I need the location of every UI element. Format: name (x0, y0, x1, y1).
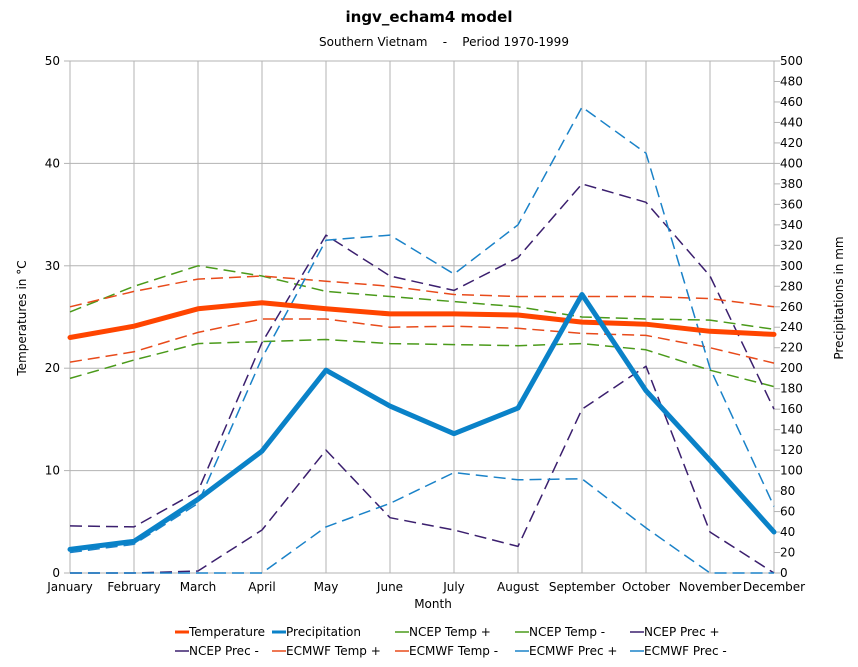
legend-label-temperature: Temperature (188, 625, 265, 639)
y-right-tick-label: 240 (780, 320, 803, 334)
x-tick-label: December (743, 580, 805, 594)
x-tick-label: October (622, 580, 670, 594)
legend-label-ncep-prec: NCEP Prec + (644, 625, 720, 639)
y-right-tick-label: 260 (780, 300, 803, 314)
series-line-temperature (67, 300, 777, 340)
y-right-tick-label: 340 (780, 218, 803, 232)
series-line-ncep-prec (69, 183, 775, 528)
y-right-tick-label: 440 (780, 115, 803, 129)
x-tick-label: February (107, 580, 160, 594)
x-tick-label: August (497, 580, 539, 594)
y-right-tick-label: 140 (780, 423, 803, 437)
series-line-ncep-prec (70, 365, 775, 574)
x-tick-label: July (442, 580, 465, 594)
series-line-ncep-temp (69, 338, 775, 388)
y-left-tick-label: 30 (45, 259, 60, 273)
y-right-tick-label: 20 (780, 546, 795, 560)
chart-title: ingv_echam4 model (346, 8, 513, 26)
legend-label-precipitation: Precipitation (286, 625, 361, 639)
y-left-tick-label: 40 (45, 156, 60, 170)
y-right-tick-label: 60 (780, 505, 795, 519)
y-right-tick-label: 220 (780, 341, 803, 355)
y-axis-right-title: Precipitations in mm (832, 236, 846, 359)
legend-label-ecmwf-prec: ECMWF Prec + (529, 644, 617, 658)
y-right-tick-label: 500 (780, 54, 803, 68)
y-right-tick-label: 200 (780, 361, 803, 375)
x-tick-label: March (180, 580, 217, 594)
y-right-tick-label: 40 (780, 525, 795, 539)
series-line-precipitation (67, 292, 777, 552)
x-tick-label: May (314, 580, 339, 594)
legend-label-ecmwf-temp: ECMWF Temp + (286, 644, 381, 658)
x-tick-label: January (46, 580, 93, 594)
y-left-tick-label: 50 (45, 54, 60, 68)
series-line-ecmwf-temp (69, 275, 775, 308)
y-right-tick-label: 360 (780, 197, 803, 211)
legend-label-ncep-prec: NCEP Prec - (189, 644, 259, 658)
y-right-tick-label: 0 (780, 566, 788, 580)
x-tick-label: April (248, 580, 275, 594)
series-line-ecmwf-prec (70, 471, 774, 574)
axes: January February March April May June July Augu… (45, 54, 805, 594)
y-right-tick-label: 460 (780, 95, 803, 109)
x-axis-title: Month (414, 597, 452, 611)
chart-subtitle: Southern Vietnam - Period 1970-1999 (319, 35, 569, 49)
y-right-tick-label: 180 (780, 382, 803, 396)
y-right-tick-label: 160 (780, 402, 803, 416)
y-right-tick-label: 80 (780, 484, 795, 498)
y-right-tick-label: 100 (780, 464, 803, 478)
legend-label-ncep-temp: NCEP Temp + (409, 625, 491, 639)
y-right-tick-label: 480 (780, 74, 803, 88)
y-right-tick-label: 400 (780, 156, 803, 170)
x-tick-label: June (376, 580, 403, 594)
legend: Temperature Precipitation NCEP Temp + NCEP … (175, 625, 727, 658)
series-group (67, 106, 777, 574)
y-right-tick-label: 120 (780, 443, 803, 457)
y-right-tick-label: 380 (780, 177, 803, 191)
x-tick-label: September (549, 580, 615, 594)
legend-label-ecmwf-temp: ECMWF Temp - (409, 644, 498, 658)
y-right-tick-label: 420 (780, 136, 803, 150)
y-right-tick-label: 280 (780, 279, 803, 293)
series-line-ncep-temp (69, 265, 775, 331)
legend-label-ecmwf-prec: ECMWF Prec - (644, 644, 727, 658)
y-left-tick-label: 20 (45, 361, 60, 375)
legend-label-ncep-temp: NCEP Temp - (529, 625, 605, 639)
series-line-ecmwf-prec (69, 106, 775, 554)
y-right-tick-label: 300 (780, 259, 803, 273)
y-axis-left-title: Temperatures in °C (15, 260, 29, 376)
y-left-tick-label: 0 (52, 566, 60, 580)
x-tick-label: November (679, 580, 741, 594)
y-right-tick-label: 320 (780, 238, 803, 252)
y-left-tick-label: 10 (45, 464, 60, 478)
